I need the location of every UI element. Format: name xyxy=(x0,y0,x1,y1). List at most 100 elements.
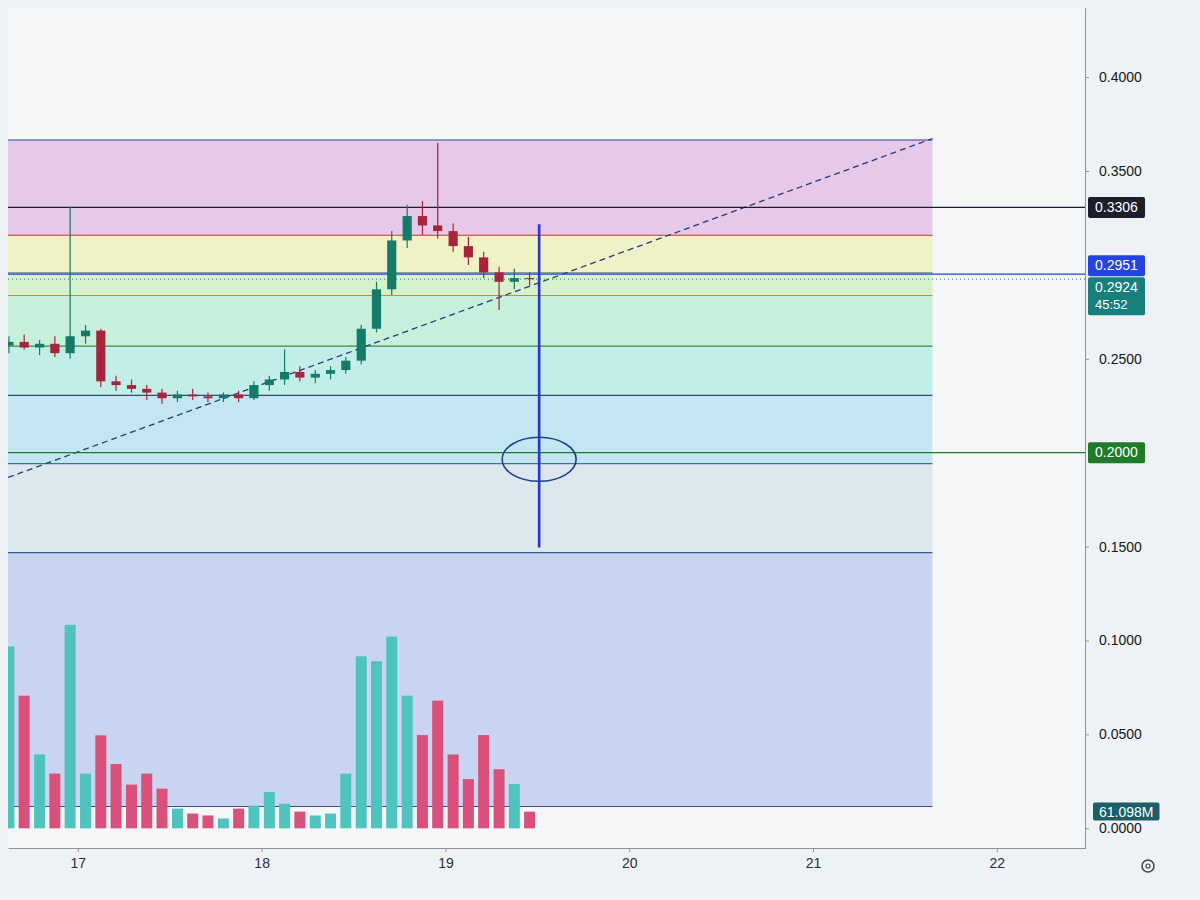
x-tick-label: 17 xyxy=(71,855,87,871)
y2-tick: 61.098M xyxy=(1085,803,1159,821)
x-tick: 22 xyxy=(989,848,1005,871)
horizontal-level-line xyxy=(8,452,1085,453)
volume-bar xyxy=(356,656,367,828)
volume-bar xyxy=(509,784,520,828)
candle-body xyxy=(326,370,335,374)
fib-level-line xyxy=(8,235,932,236)
candle-body xyxy=(219,394,228,398)
x-tick-mark xyxy=(78,848,79,852)
volume-bar xyxy=(371,661,382,828)
fib-band xyxy=(8,464,932,553)
fib-level-line xyxy=(8,463,932,464)
volume-bar xyxy=(448,754,459,828)
trend-line xyxy=(8,139,932,478)
candle-wick xyxy=(70,207,71,359)
volume-bar xyxy=(417,735,428,828)
x-tick-label: 19 xyxy=(438,855,454,871)
candle-body xyxy=(50,344,59,353)
fib-level-line xyxy=(8,295,932,296)
candle-body xyxy=(341,361,350,370)
price-label-box xyxy=(1088,197,1145,218)
volume-bar xyxy=(34,754,45,828)
fib-band xyxy=(8,395,932,463)
candle-body xyxy=(433,225,442,231)
candle-body xyxy=(157,393,166,399)
volume-bar xyxy=(49,774,60,829)
volume-bar xyxy=(279,804,290,829)
y-tick-label: 0.0500 xyxy=(1099,726,1142,742)
candle-body xyxy=(510,278,519,282)
candle-body xyxy=(81,331,90,337)
candle-body xyxy=(311,374,320,378)
last-price-label: 0.292445:52 xyxy=(1088,277,1145,315)
volume-bar xyxy=(80,774,91,829)
volume-bar xyxy=(402,696,413,829)
x-tick-mark xyxy=(445,848,446,852)
price-label-box xyxy=(1088,255,1145,276)
settings-icon-core[interactable] xyxy=(1146,864,1150,868)
x-tick: 18 xyxy=(254,848,270,871)
candle-body xyxy=(249,385,258,398)
x-tick-label: 21 xyxy=(806,855,822,871)
volume-bar xyxy=(524,812,535,829)
volume-bar xyxy=(202,815,213,828)
x-tick-mark xyxy=(997,848,998,852)
volume-bar xyxy=(95,735,106,828)
volume-bar xyxy=(494,769,505,828)
candle-body xyxy=(142,389,151,393)
x-tick-label: 18 xyxy=(254,855,270,871)
x-axis-line xyxy=(9,848,1086,849)
candle-body xyxy=(357,329,366,361)
volume-bar xyxy=(141,774,152,829)
volume-bar xyxy=(233,809,244,829)
candle-body xyxy=(203,396,212,398)
fib-level-line xyxy=(8,272,932,273)
chart-container: 0.00000.05000.10000.15000.25000.35000.40… xyxy=(0,0,1200,900)
volume-bar xyxy=(325,814,336,829)
y-tick-label: 0.2500 xyxy=(1099,351,1142,367)
y-tick: 0.1500 xyxy=(1085,539,1142,555)
settings-icon[interactable] xyxy=(1142,860,1154,872)
price-label-box xyxy=(1088,442,1145,463)
y2-label-box xyxy=(1093,803,1159,821)
fib-level-line xyxy=(8,345,932,346)
x-tick-mark xyxy=(629,848,630,852)
volume-bar xyxy=(386,637,397,829)
x-tick: 17 xyxy=(71,848,87,871)
candle-body xyxy=(20,342,29,348)
candle-body xyxy=(525,278,534,279)
settings-icon-ring[interactable] xyxy=(1142,860,1154,872)
x-tick-mark xyxy=(262,848,263,852)
y2-axis: 61.098M xyxy=(1085,9,1159,849)
y-tick-label: 0.1000 xyxy=(1099,632,1142,648)
candle-body xyxy=(66,336,75,353)
fib-band xyxy=(8,235,932,273)
horizontal-level-line xyxy=(8,207,1085,208)
vertical-marker-line xyxy=(538,224,541,547)
candle-body xyxy=(403,216,412,240)
x-tick: 19 xyxy=(438,848,454,871)
volume-bar xyxy=(111,764,122,828)
volume-bar xyxy=(157,789,168,829)
price-label-box xyxy=(1088,277,1145,315)
price-label-text: 0.3306 xyxy=(1095,199,1138,215)
level-price-label: 0.2951 xyxy=(1088,255,1145,276)
volume-bar xyxy=(187,814,198,829)
fib-band xyxy=(8,140,932,235)
candle-body xyxy=(188,394,197,396)
candle-wick xyxy=(284,349,285,385)
volume-bar xyxy=(294,812,305,829)
x-tick: 21 xyxy=(806,848,822,871)
candle-body xyxy=(8,342,13,346)
volume-bar xyxy=(126,785,137,829)
chart: 0.00000.05000.10000.15000.25000.35000.40… xyxy=(0,0,1200,900)
y-axis: 0.00000.05000.10000.15000.25000.35000.40… xyxy=(1085,9,1142,849)
y-tick-label: 0.0000 xyxy=(1099,820,1142,836)
price-label-text: 45:52 xyxy=(1095,297,1128,312)
fib-level-line xyxy=(8,139,932,140)
y-tick: 0.4000 xyxy=(1085,69,1142,85)
candle-body xyxy=(234,394,243,398)
level-price-label: 0.2000 xyxy=(1088,442,1145,463)
volume-bar xyxy=(310,815,321,828)
volume-bar xyxy=(65,625,76,828)
